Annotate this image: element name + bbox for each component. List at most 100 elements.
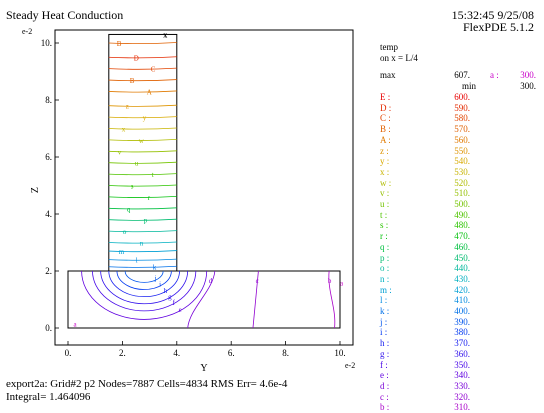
legend-level-row: B : 570. — [380, 124, 540, 135]
contour-line — [328, 270, 336, 329]
legend-max-label: max — [380, 70, 396, 80]
legend-level-value: 500. — [454, 199, 470, 209]
contour-label: n — [140, 240, 144, 248]
contour-label: u — [135, 160, 139, 168]
legend-level-row: C : 580. — [380, 113, 540, 124]
contour-line — [108, 79, 177, 82]
legend-subtitle: on x = L/4 — [380, 53, 418, 63]
legend-max-row: max 607. a : 300. — [380, 70, 540, 81]
timestamp: 15:32:45 9/25/08 — [451, 8, 534, 22]
y-tick-label: 10. — [41, 38, 52, 48]
legend-level-label: t : — [380, 209, 388, 220]
contour-label: p — [144, 217, 148, 225]
contour-line — [81, 270, 208, 320]
grid-statistics: export2a: Grid#2 p2 Nodes=7887 Cells=483… — [6, 378, 288, 390]
x-axis-label: Y — [200, 363, 207, 374]
legend-level-row: h : 370. — [380, 338, 540, 349]
legend-level-label: B : — [380, 124, 391, 135]
contour-line — [108, 161, 177, 164]
legend-level-value: 420. — [454, 284, 470, 295]
legend-level-value: 330. — [454, 380, 470, 391]
x-tick-label: 0. — [65, 348, 72, 358]
contour-label: a — [73, 321, 77, 329]
legend-level-label: q : — [380, 241, 390, 252]
contour-line — [108, 127, 177, 130]
legend-level-value: 590. — [454, 102, 470, 113]
legend-level-label: i : — [380, 327, 388, 338]
legend-level-label: d : — [380, 380, 390, 391]
legend-level-row: j : 390. — [380, 317, 540, 328]
legend-level-row: c : 320. — [380, 392, 540, 403]
legend-level-row: l : 410. — [380, 295, 540, 306]
y-tick-label: 2. — [45, 266, 52, 276]
legend-level-row: w : 520. — [380, 178, 540, 189]
legend-level-value: 480. — [454, 220, 470, 231]
legend-level-value: 460. — [454, 241, 470, 252]
plot-title: Steady Heat Conduction — [6, 8, 124, 22]
legend-level-row: z : 550. — [380, 146, 540, 157]
contour-line — [108, 139, 177, 141]
contour-line — [124, 270, 164, 283]
legend-level-label: f : — [380, 359, 388, 370]
legend-min-value: 300. — [520, 81, 536, 91]
legend-min-label: min — [462, 81, 477, 91]
x-tick-label: 6. — [228, 348, 235, 358]
y-tick-label: 0. — [45, 323, 52, 333]
contour-line — [108, 42, 177, 45]
contour-label: o — [123, 228, 127, 236]
legend-level-row: r : 470. — [380, 231, 540, 242]
contour-label: q — [127, 205, 131, 213]
legend-level-label: j : — [380, 316, 388, 327]
legend-level-row: o : 440. — [380, 263, 540, 274]
contour-label: c — [256, 277, 259, 285]
contour-line — [108, 173, 177, 176]
contour-label: b — [328, 277, 332, 285]
legend-level-value: 490. — [454, 209, 470, 220]
legend-level-label: l : — [380, 295, 388, 306]
legend-level-label: o : — [380, 263, 390, 274]
legend-title: temp — [380, 42, 398, 52]
legend-level-value: 320. — [454, 391, 470, 402]
software-version: FlexPDE 5.1.2 — [462, 20, 534, 34]
legend-level-value: 560. — [454, 134, 470, 145]
legend-level-label: m : — [380, 284, 392, 295]
contour-line — [100, 270, 189, 305]
contour-label: A — [147, 88, 152, 96]
legend-level-value: 530. — [454, 166, 470, 177]
legend-min-row: min 300. — [380, 81, 540, 92]
contour-label: r — [148, 194, 151, 202]
legend-level-label: y : — [380, 156, 390, 167]
contour-label: x — [122, 126, 126, 134]
legend-level-value: 540. — [454, 156, 470, 167]
contour-label: s — [131, 183, 134, 191]
contour-label: g — [168, 293, 172, 301]
legend-level-label: A : — [380, 134, 391, 145]
legend-level-row: g : 360. — [380, 349, 540, 360]
legend-level-label: n : — [380, 273, 390, 284]
contour-line — [108, 90, 177, 93]
contour-line — [116, 270, 172, 290]
legend-level-value: 450. — [454, 252, 470, 263]
contour-line — [252, 270, 259, 329]
contour-label: z — [126, 103, 129, 111]
legend-level-label: C : — [380, 113, 391, 124]
legend-level-value: 410. — [454, 295, 470, 306]
fin-outline — [108, 33, 178, 272]
legend-level-row: e : 340. — [380, 370, 540, 381]
contour-line — [108, 270, 180, 297]
legend-level-value: 400. — [454, 306, 470, 316]
legend-level-row: u : 500. — [380, 199, 540, 210]
contour-label: k — [153, 264, 157, 272]
y-tick-label: 6. — [45, 152, 52, 162]
legend-level-row: y : 540. — [380, 156, 540, 167]
contour-label: t — [152, 171, 154, 179]
legend-level-row: k : 400. — [380, 306, 540, 317]
legend-level-row: m : 420. — [380, 285, 540, 296]
y-tick-label: 4. — [45, 209, 52, 219]
legend-level-value: 520. — [454, 177, 470, 188]
legend-level-value: 510. — [454, 188, 470, 199]
legend-a-value: 300. — [520, 70, 536, 80]
x-tick-label: 4. — [173, 348, 180, 358]
legend-level-label: r : — [380, 231, 388, 242]
